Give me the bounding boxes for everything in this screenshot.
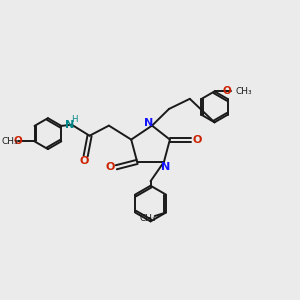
Text: O: O [80, 156, 89, 166]
Text: N: N [144, 118, 153, 128]
Text: H: H [71, 115, 77, 124]
Text: O: O [193, 135, 202, 145]
Text: CH₃: CH₃ [139, 214, 156, 223]
Text: CH₃: CH₃ [2, 137, 18, 146]
Text: CH₃: CH₃ [236, 87, 253, 96]
Text: O: O [105, 162, 115, 172]
Text: O: O [14, 136, 22, 146]
Text: O: O [223, 86, 232, 96]
Text: N: N [65, 120, 74, 130]
Text: N: N [161, 162, 170, 172]
